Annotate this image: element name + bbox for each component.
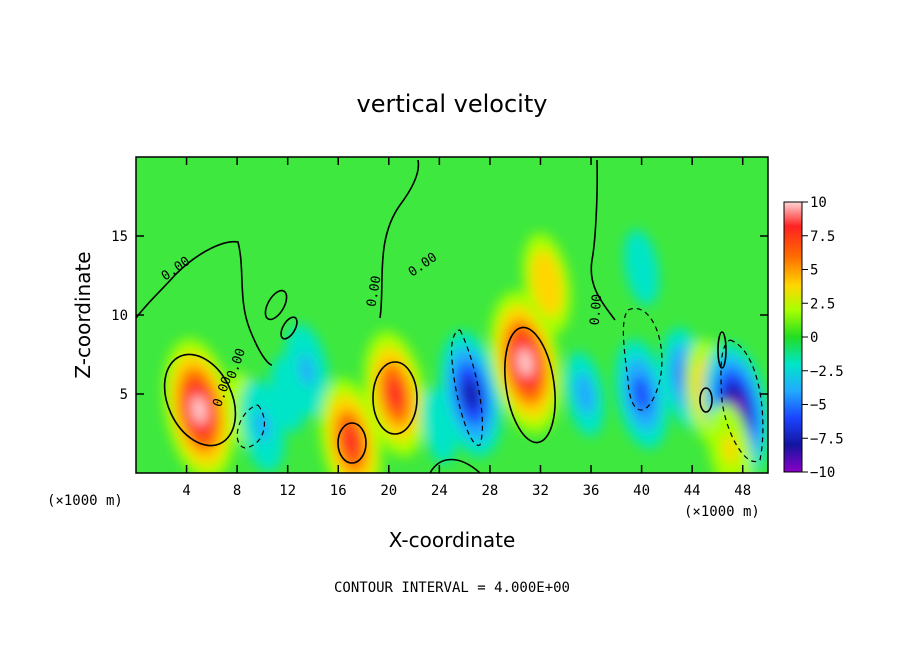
contour-positive-b: [337, 422, 367, 464]
contour-dashed-d: [720, 339, 764, 463]
x-tick-label: 8: [233, 483, 241, 499]
contour-positive-h: [699, 387, 713, 413]
colorbar-gradient: [783, 201, 803, 473]
colorbar-tick-label: 5: [810, 263, 818, 279]
x-tick-label: 16: [330, 483, 347, 499]
colorbar-ticks: 10 7.5 5 2.5 0 −2.5 −5 −7.5 −10: [802, 195, 844, 481]
colorbar-tick-label: 0: [810, 330, 818, 346]
chart-title: vertical velocity: [357, 90, 548, 118]
contour-positive-d: [504, 326, 556, 444]
contour-dashed-c: [622, 307, 663, 411]
x-tick-label: 4: [182, 483, 190, 499]
field-feature-16-layer-1: [632, 248, 651, 287]
contour-zero-left: [136, 240, 273, 366]
velocity-field: [163, 229, 768, 473]
contour-positive-f: [280, 316, 298, 340]
field-feature-8-layer-3: [463, 378, 479, 410]
x-tick-label: 28: [481, 483, 498, 499]
contour-dashed-a: [236, 404, 266, 449]
y-axis: 5 10 15: [111, 229, 768, 403]
contour-zero-bottom: [429, 458, 481, 473]
x-tick-label: 44: [684, 483, 701, 499]
contour-zero-right: [590, 159, 616, 321]
colorbar-tick-label: −10: [810, 465, 835, 481]
colorbar: 10 7.5 5 2.5 0 −2.5 −5 −7.5 −10: [783, 195, 844, 481]
x-tick-label: 20: [380, 483, 397, 499]
y-tick-label: 10: [111, 308, 128, 324]
colorbar-tick-label: −5: [810, 398, 827, 414]
colorbar-tick-label: 7.5: [810, 229, 835, 245]
contour-positive-c: [372, 361, 418, 435]
field-feature-11-layer-1: [574, 372, 595, 416]
field-feature-6-layer-3: [387, 378, 403, 410]
field-feature-17-layer-2: [722, 433, 738, 465]
x-axis-label: X-coordinate: [389, 528, 516, 552]
field-feature-0-layer-4: [192, 395, 207, 425]
x-unit-note-left: (×1000 m): [47, 493, 123, 509]
contour-label: 0.00: [364, 275, 384, 308]
x-tick-label: 12: [279, 483, 296, 499]
plot-area: 0.000.000.000.000.000.00: [136, 157, 768, 473]
x-tick-label: 48: [734, 483, 751, 499]
contour-label: 0.00: [588, 293, 606, 326]
x-unit-note-right: (×1000 m): [684, 504, 760, 520]
colorbar-tick-label: −2.5: [810, 364, 844, 380]
x-tick-label: 36: [583, 483, 600, 499]
colorbar-tick-label: 2.5: [810, 296, 835, 312]
colorbar-tick-label: 10: [810, 195, 827, 211]
x-tick-label: 40: [633, 483, 650, 499]
field-feature-2-layer-2: [255, 410, 270, 442]
colorbar-tick-label: −7.5: [810, 431, 844, 447]
field-feature-4-layer-2: [299, 354, 314, 386]
contour-lines: [136, 159, 764, 473]
x-tick-label: 32: [532, 483, 549, 499]
contour-positive-e: [264, 289, 288, 321]
contour-positive-g: [717, 331, 727, 369]
y-axis-label: Z-coordinate: [71, 251, 95, 378]
contour-zero-mid: [379, 159, 420, 319]
x-tick-label: 24: [431, 483, 448, 499]
y-tick-label: 5: [120, 387, 128, 403]
contour-interval-note: CONTOUR INTERVAL = 4.000E+00: [334, 580, 570, 596]
contour-dashed-b: [450, 329, 483, 446]
contour-positive-a: [163, 353, 237, 447]
field-feature-5-layer-3: [343, 425, 359, 458]
x-axis: 4 8 12 16 20 24 28 32 36 40 44 48: [182, 157, 751, 499]
y-tick-label: 15: [111, 229, 128, 245]
field-feature-12-layer-2: [632, 375, 651, 413]
field-feature-10-layer-2: [538, 266, 555, 301]
field-feature-9-layer-4: [518, 348, 533, 377]
field-feature-7-layer-1: [430, 406, 449, 445]
